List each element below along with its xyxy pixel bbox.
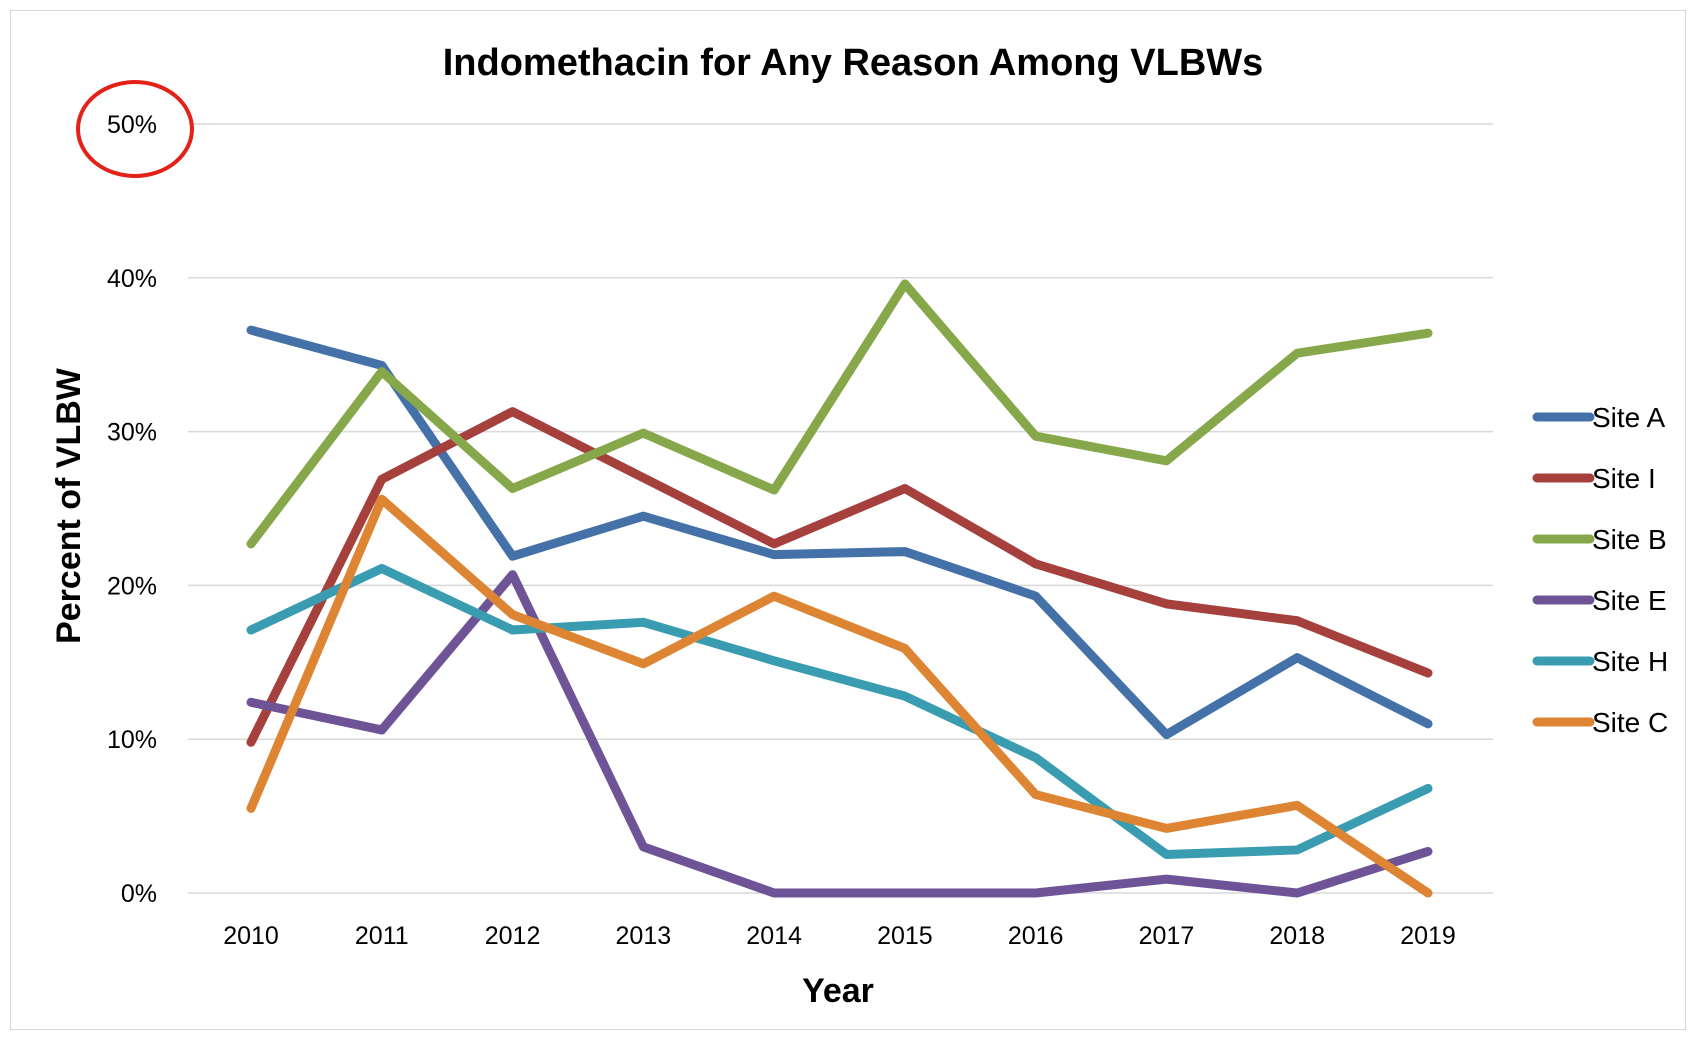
legend-label: Site H <box>1592 646 1668 677</box>
series-line-site-i <box>246 407 1433 747</box>
x-tick-label: 2017 <box>1139 922 1195 950</box>
x-tick-label: 2012 <box>485 922 541 950</box>
y-axis-ticks: 0% 10% 20% 30% 40% 50% <box>107 111 157 908</box>
x-tick-label: 2011 <box>355 922 409 950</box>
series-lines <box>246 279 1433 898</box>
x-tick-label: 2018 <box>1269 922 1325 950</box>
highlight-circle <box>76 80 194 178</box>
y-tick-label: 0% <box>121 880 157 908</box>
y-tick-label: 30% <box>107 419 157 447</box>
legend-label: Site E <box>1592 585 1667 616</box>
x-axis-title: Year <box>802 972 874 1010</box>
gridlines <box>188 123 1493 894</box>
y-tick-label: 40% <box>107 265 157 293</box>
legend-label: Site C <box>1592 707 1668 738</box>
x-tick-label: 2014 <box>746 922 802 950</box>
x-tick-label: 2013 <box>616 922 672 950</box>
series-line-site-e <box>246 570 1433 898</box>
series-line-site-c <box>246 494 1433 898</box>
y-tick-label: 20% <box>107 572 157 600</box>
legend-label: Site A <box>1592 402 1665 433</box>
x-tick-label: 2019 <box>1400 922 1456 950</box>
x-axis-ticks: 2010 2011 2012 2013 2014 2015 2016 2017 2018 2019 <box>223 922 1456 950</box>
y-axis-title: Percent of VLBW <box>50 367 88 644</box>
y-tick-label: 10% <box>107 726 157 754</box>
x-tick-label: 2016 <box>1008 922 1064 950</box>
series-line-site-h <box>246 563 1433 860</box>
series-line-site-a <box>246 325 1433 740</box>
legend-label: Site I <box>1592 463 1656 494</box>
chart-title: Indomethacin for Any Reason Among VLBWs <box>443 42 1264 84</box>
x-tick-label: 2015 <box>877 922 933 950</box>
legend: Site A Site I Site B Site E Site H Site C <box>1532 402 1668 738</box>
series-line-site-b <box>246 279 1433 549</box>
legend-label: Site B <box>1592 524 1667 555</box>
y-tick-label: 50% <box>107 111 157 139</box>
x-tick-label: 2010 <box>223 922 279 950</box>
